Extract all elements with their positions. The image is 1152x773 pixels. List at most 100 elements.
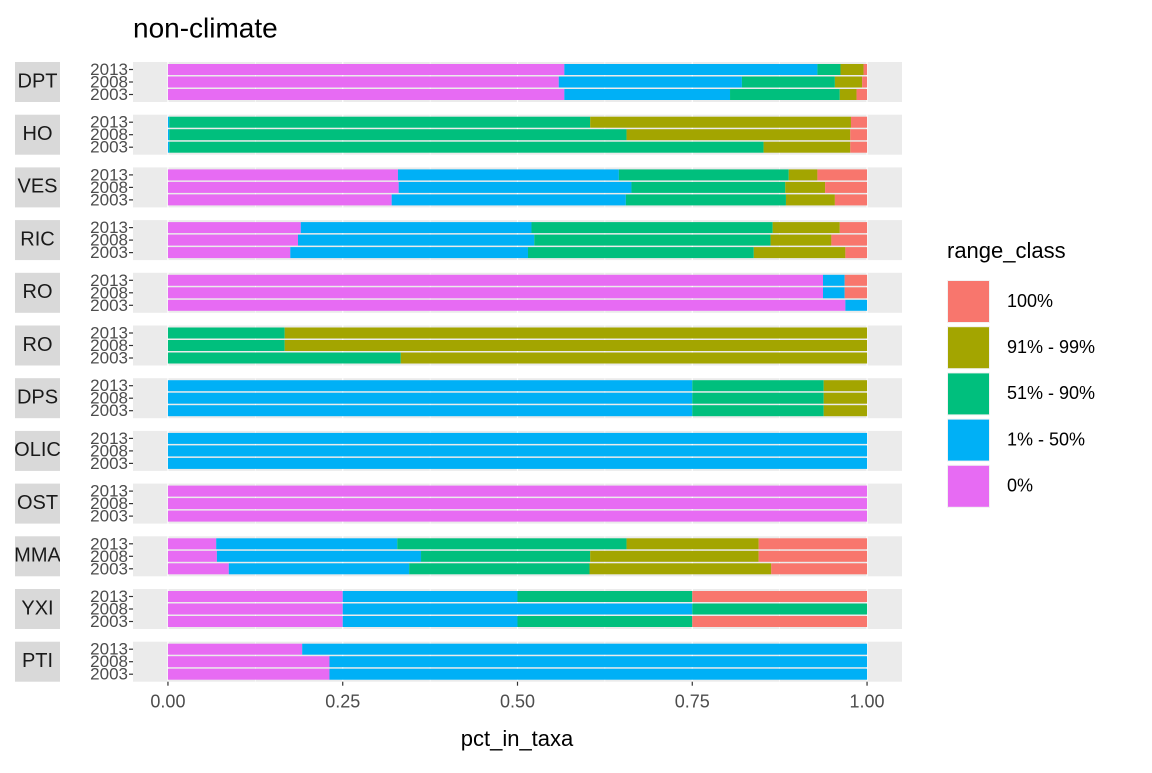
strip <box>15 589 60 629</box>
bar-segment <box>397 169 619 181</box>
strip-label: MMA <box>14 545 61 567</box>
bar-segment <box>167 538 217 550</box>
bar-segment <box>167 405 693 417</box>
bar-segment <box>771 563 868 575</box>
bar-segment <box>823 392 868 404</box>
bar-segment <box>216 550 422 562</box>
bar-segment <box>228 563 410 575</box>
y-tick-label: 2003 <box>90 190 128 209</box>
bar-segment <box>850 116 868 128</box>
strip-label: RO <box>23 281 53 303</box>
bar-segment <box>167 591 343 602</box>
bar-segment <box>763 141 851 153</box>
bar-segment <box>834 76 863 88</box>
bar-segment <box>845 247 868 259</box>
bar-segment <box>167 64 565 75</box>
bar-segment <box>167 550 217 562</box>
bar-segment <box>342 603 693 615</box>
bar-segment <box>823 380 868 392</box>
bar-segment <box>788 169 818 181</box>
bar-segment <box>692 392 824 404</box>
bar-segment <box>840 64 864 75</box>
y-tick-label: 2003 <box>90 138 128 157</box>
y-tick-label: 2003 <box>90 612 128 631</box>
strip <box>15 430 60 471</box>
bar-segment <box>590 116 851 128</box>
y-tick-label: 2008 <box>90 652 128 671</box>
y-tick-label: 2008 <box>90 72 128 91</box>
strip-label: HO <box>23 123 53 145</box>
y-tick-label: 2013 <box>90 60 128 79</box>
legend-label: 91% - 99% <box>1007 337 1095 357</box>
bar-segment <box>770 234 832 246</box>
bar-segment <box>167 327 285 339</box>
bar-segment <box>342 616 518 627</box>
y-tick-label: 2003 <box>90 85 128 104</box>
bar-segment <box>730 89 840 100</box>
bar-segment <box>167 129 170 141</box>
strip <box>15 220 60 261</box>
bar-segment <box>167 603 343 615</box>
bar-segment <box>844 274 868 286</box>
strip <box>15 641 60 682</box>
y-tick-label: 2013 <box>90 534 128 553</box>
bar-segment <box>167 340 285 351</box>
bar-segment <box>169 129 627 141</box>
bar-segment <box>527 247 754 259</box>
bar-segment <box>626 538 759 550</box>
bar-segment <box>817 169 868 181</box>
legend-swatch <box>948 373 989 415</box>
bar-segment <box>167 498 868 510</box>
bar-segment <box>167 643 303 655</box>
y-tick-label: 2013 <box>90 429 128 448</box>
y-tick-label: 2013 <box>90 376 128 395</box>
legend-swatch <box>948 281 989 322</box>
y-tick-label: 2008 <box>90 441 128 460</box>
y-tick-label: 2003 <box>90 559 128 578</box>
bar-segment <box>626 129 851 141</box>
bar-segment <box>300 222 532 234</box>
y-tick-label: 2003 <box>90 296 128 315</box>
y-tick-label: 2013 <box>90 640 128 659</box>
bar-segment <box>517 616 693 627</box>
bar-segment <box>785 194 835 206</box>
y-tick-label: 2003 <box>90 243 128 262</box>
bar-segment <box>558 76 742 88</box>
legend-label: 1% - 50% <box>1007 429 1085 449</box>
bar-segment <box>400 352 868 364</box>
chart-title: non-climate <box>133 12 278 43</box>
y-tick-label: 2008 <box>90 336 128 355</box>
bar-segment <box>758 538 868 550</box>
y-tick-label: 2003 <box>90 348 128 367</box>
bar-segment <box>834 194 868 206</box>
bar-segment <box>167 89 565 100</box>
bar-segment <box>772 222 840 234</box>
bar-segment <box>845 299 868 311</box>
bar-segment <box>342 591 518 602</box>
bar-segment <box>167 445 868 457</box>
x-tick-label: 0.50 <box>500 691 535 711</box>
bar-segment <box>169 141 764 153</box>
y-tick-label: 2008 <box>90 178 128 197</box>
y-tick-label: 2008 <box>90 599 128 618</box>
bar-segment <box>167 76 559 88</box>
legend-swatch <box>948 419 989 461</box>
bar-segment <box>167 287 824 299</box>
bar-segment <box>169 116 591 128</box>
bar-segment <box>618 169 789 181</box>
bar-segment <box>785 181 826 193</box>
bar-segment <box>625 194 786 206</box>
y-tick-label: 2013 <box>90 113 128 132</box>
strip <box>15 272 60 313</box>
bar-segment <box>534 234 771 246</box>
strip <box>15 378 60 419</box>
bar-segment <box>862 76 868 88</box>
bar-segment <box>823 405 868 417</box>
bar-segment <box>167 616 343 627</box>
y-tick-label: 2013 <box>90 165 128 184</box>
strip-label: DPT <box>18 70 58 92</box>
bar-segment <box>692 603 868 615</box>
bar-segment <box>850 141 868 153</box>
bar-segment <box>839 222 868 234</box>
